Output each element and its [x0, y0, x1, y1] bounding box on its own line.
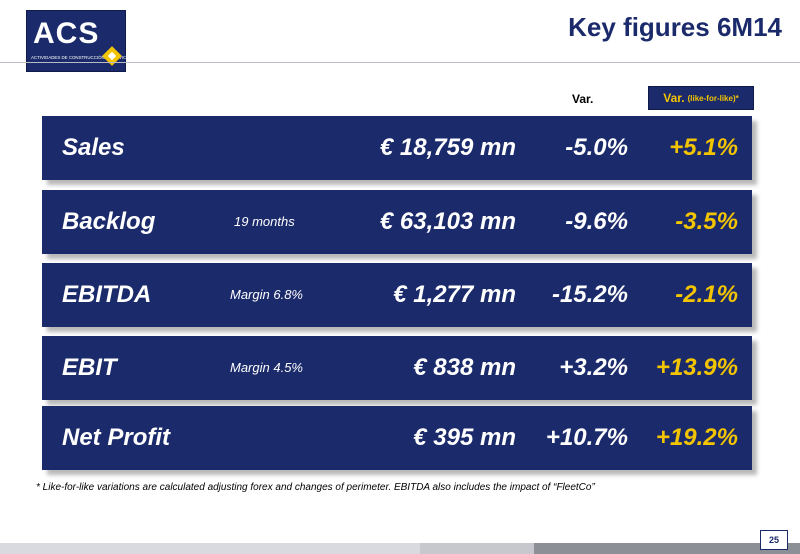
row-label: Backlog — [62, 208, 156, 235]
key-figure-row-backlog: Backlog 19 months € 63,103 mn -9.6% -3.5… — [42, 190, 752, 254]
footer-bar — [0, 543, 800, 554]
page-title: Key figures 6M14 — [568, 12, 782, 42]
row-amount: € 395 mn — [413, 424, 516, 451]
lfl-header-sub: (like-for-like)* — [687, 93, 739, 103]
title-divider — [0, 62, 800, 63]
row-label: EBIT — [62, 354, 117, 381]
row-lfl-variation: -3.5% — [675, 208, 738, 235]
lfl-header-main: Var. — [663, 91, 685, 105]
row-amount: € 1,277 mn — [393, 281, 516, 308]
footnote: * Like-for-like variations are calculate… — [36, 482, 595, 493]
row-variation: +3.2% — [559, 354, 628, 381]
row-amount: € 838 mn — [413, 354, 516, 381]
row-note: Margin 6.8% — [230, 287, 303, 302]
row-variation: -9.6% — [565, 208, 628, 235]
key-figure-row-ebitda: EBITDA Margin 6.8% € 1,277 mn -15.2% -2.… — [42, 263, 752, 327]
row-label: EBITDA — [62, 281, 152, 308]
footer-segment — [0, 543, 420, 554]
row-lfl-variation: +5.1% — [669, 134, 738, 161]
row-label: Net Profit — [62, 424, 170, 451]
row-amount: € 18,759 mn — [379, 134, 516, 161]
row-variation: -5.0% — [565, 134, 628, 161]
row-lfl-variation: -2.1% — [675, 281, 738, 308]
row-note: Margin 4.5% — [230, 360, 303, 375]
key-figure-row-net-profit: Net Profit € 395 mn +10.7% +19.2% — [42, 406, 752, 470]
row-variation: +10.7% — [545, 424, 628, 451]
acs-logo: ACS ACTIVIDADES DE CONSTRUCCIÓN Y SERVIC… — [26, 10, 134, 72]
footer-segment — [420, 543, 534, 554]
row-label: Sales — [62, 134, 125, 161]
key-figure-row-ebit: EBIT Margin 4.5% € 838 mn +3.2% +13.9% — [42, 336, 752, 400]
row-lfl-variation: +13.9% — [655, 354, 738, 381]
logo-text: ACS — [33, 17, 100, 50]
lfl-column-header: Var. (like-for-like)* — [648, 86, 754, 110]
row-note: 19 months — [234, 214, 295, 229]
page-number: 25 — [760, 530, 788, 550]
key-figure-row-sales: Sales € 18,759 mn -5.0% +5.1% — [42, 116, 752, 180]
row-amount: € 63,103 mn — [379, 208, 516, 235]
var-column-header: Var. — [572, 92, 594, 106]
row-lfl-variation: +19.2% — [655, 424, 738, 451]
row-variation: -15.2% — [551, 281, 628, 308]
logo-subtitle: ACTIVIDADES DE CONSTRUCCIÓN Y SERVICIOS — [31, 55, 134, 60]
footer-segment — [534, 543, 800, 554]
